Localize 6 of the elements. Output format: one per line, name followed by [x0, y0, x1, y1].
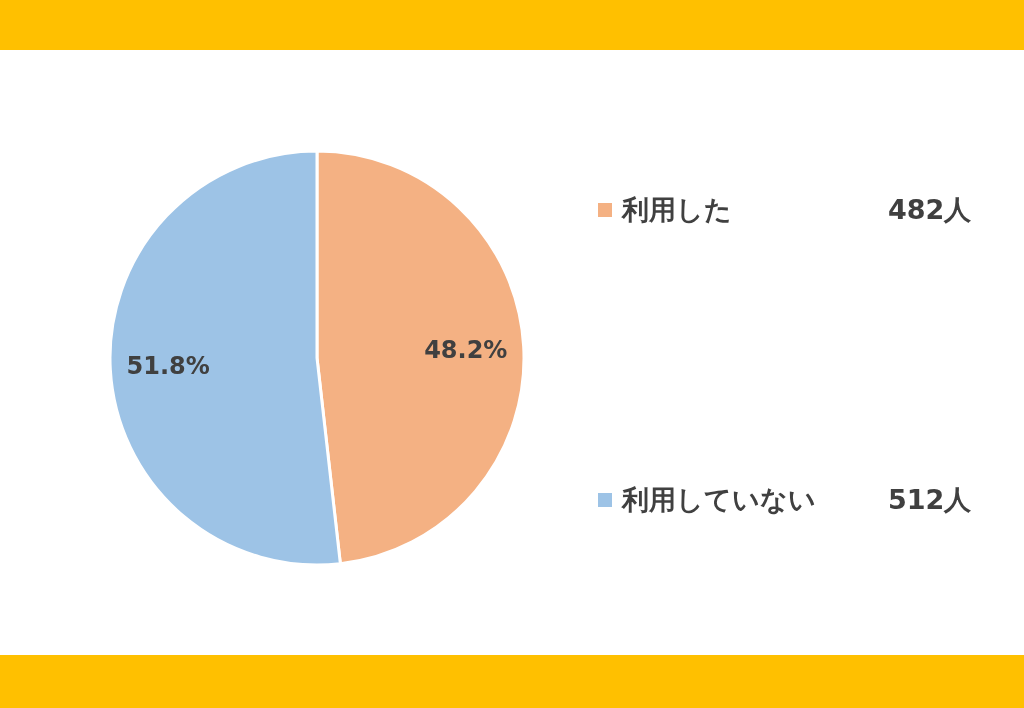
legend-label: 利用した [622, 193, 733, 227]
legend-label: 利用していない [622, 483, 817, 517]
data-label: 48.2% [424, 335, 508, 364]
data-label: 51.8% [126, 352, 210, 381]
text: 512人 [888, 483, 973, 517]
text: 482人 [888, 193, 973, 227]
